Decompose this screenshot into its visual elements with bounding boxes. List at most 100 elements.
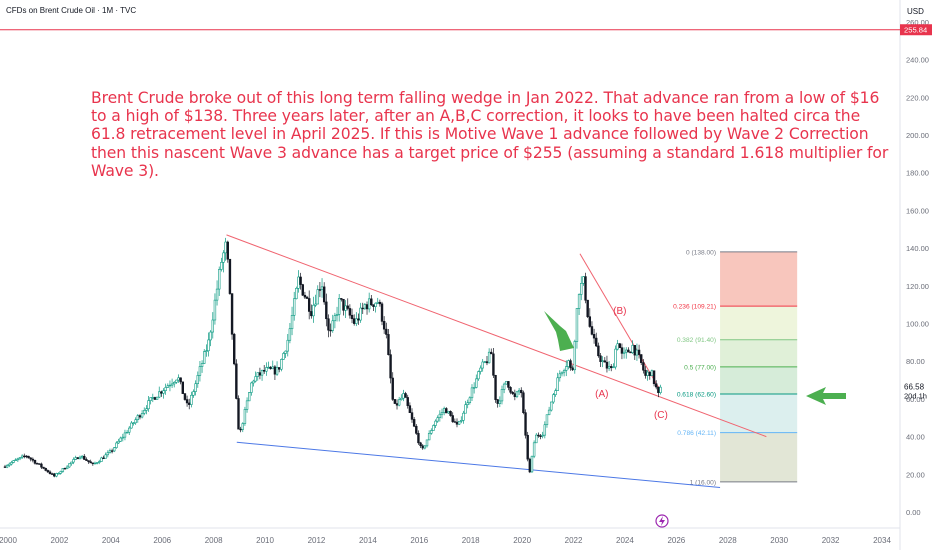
candle-206 <box>445 407 448 414</box>
symbol-title[interactable]: CFDs on Brent Crude Oil · 1M · TVC <box>6 6 137 15</box>
candle-170 <box>367 292 371 313</box>
price-tick-7: 140.00 <box>906 244 929 253</box>
fib-retracement[interactable]: 0 (138.00) 0.236 (109.21) 0.382 (91.40) 0.5… <box>673 249 798 486</box>
candle-69 <box>151 393 155 403</box>
candle-41 <box>91 462 95 466</box>
candle-7 <box>18 457 22 461</box>
candle-66 <box>145 405 148 415</box>
candle-227 <box>490 348 493 355</box>
candle-240 <box>517 388 521 396</box>
candle-89 <box>194 380 197 396</box>
lower-wedge-line[interactable] <box>236 441 721 488</box>
upper-wedge-line[interactable] <box>226 234 767 438</box>
green-arrow-left-icon[interactable] <box>806 387 846 405</box>
candle-113 <box>245 397 249 413</box>
candle-106 <box>230 293 234 340</box>
candle-254 <box>547 406 551 416</box>
candle-160 <box>346 298 349 311</box>
candle-11 <box>27 455 30 459</box>
candle-298 <box>642 359 645 374</box>
fib-level-label-3: 0.5 (77.00) <box>684 364 716 371</box>
candle-293 <box>631 340 634 355</box>
candle-122 <box>265 362 268 376</box>
corrective-leg-line[interactable] <box>579 253 662 392</box>
candle-63 <box>138 414 142 420</box>
candle-84 <box>183 393 187 401</box>
candle-236 <box>509 386 512 395</box>
candle-75 <box>164 383 167 395</box>
candle-111 <box>241 422 244 433</box>
candle-72 <box>158 386 161 399</box>
candle-188 <box>406 394 409 409</box>
candle-45 <box>100 456 103 462</box>
candle-221 <box>477 370 480 381</box>
candle-265 <box>571 365 574 372</box>
candle-3 <box>10 460 13 466</box>
candle-203 <box>438 410 442 422</box>
green-arrow-down-icon[interactable] <box>544 311 574 351</box>
fib-zone-4 <box>720 393 798 433</box>
candle-180 <box>389 349 392 384</box>
candle-14 <box>33 459 37 465</box>
candle-231 <box>498 396 502 408</box>
price-tick-13: 260.00 <box>906 18 929 27</box>
candle-26 <box>59 470 62 475</box>
candle-277 <box>597 342 600 358</box>
candle-101 <box>220 257 223 272</box>
candle-25 <box>57 472 60 475</box>
candle-142 <box>307 290 311 320</box>
candle-300 <box>646 369 649 381</box>
candle-52 <box>115 441 118 449</box>
time-tick-11: 2022 <box>565 536 583 545</box>
candle-134 <box>290 306 294 336</box>
candle-166 <box>359 302 362 323</box>
candle-266 <box>573 339 577 374</box>
candle-70 <box>153 396 157 400</box>
candle-247 <box>532 440 536 459</box>
candle-148 <box>320 278 324 298</box>
candle-112 <box>243 406 247 426</box>
candle-177 <box>382 316 386 334</box>
candle-2 <box>8 462 11 468</box>
candle-223 <box>481 358 484 372</box>
candle-196 <box>423 445 427 450</box>
target-price-badge <box>900 24 932 36</box>
candle-47 <box>104 452 107 459</box>
candle-117 <box>254 371 257 383</box>
candlestick-series <box>3 237 662 478</box>
candle-5 <box>14 458 17 461</box>
candle-119 <box>258 367 262 380</box>
candle-149 <box>322 282 326 305</box>
candle-116 <box>252 379 255 387</box>
time-tick-17: 2034 <box>873 536 891 545</box>
candle-198 <box>427 430 431 441</box>
candle-226 <box>487 348 491 364</box>
candle-252 <box>543 421 547 439</box>
trendlines[interactable] <box>226 234 767 488</box>
candle-9 <box>23 453 26 459</box>
candle-38 <box>85 457 88 461</box>
candle-31 <box>70 461 73 466</box>
candle-120 <box>260 369 264 381</box>
events-lightning-icon[interactable] <box>655 514 669 528</box>
candle-51 <box>113 446 116 453</box>
candle-237 <box>511 390 514 395</box>
candle-228 <box>492 348 495 378</box>
wave-label-2: (C) <box>654 410 668 421</box>
candle-280 <box>603 357 607 363</box>
candle-253 <box>545 414 549 428</box>
candle-97 <box>211 312 214 339</box>
candle-193 <box>417 430 420 445</box>
candle-74 <box>162 388 165 399</box>
candle-162 <box>350 308 354 324</box>
candle-256 <box>552 393 555 404</box>
candle-140 <box>303 291 307 300</box>
candle-115 <box>250 381 253 396</box>
price-axis-labels: 0.00 20.00 40.00 60.00 80.00 100.00 120.00 140.… <box>906 18 929 517</box>
analysis-annotation[interactable]: Brent Crude broke out of this long term … <box>91 89 889 180</box>
price-tick-0: 0.00 <box>906 508 921 517</box>
candle-143 <box>310 304 313 319</box>
price-tick-5: 100.00 <box>906 320 929 329</box>
candle-144 <box>312 296 315 323</box>
